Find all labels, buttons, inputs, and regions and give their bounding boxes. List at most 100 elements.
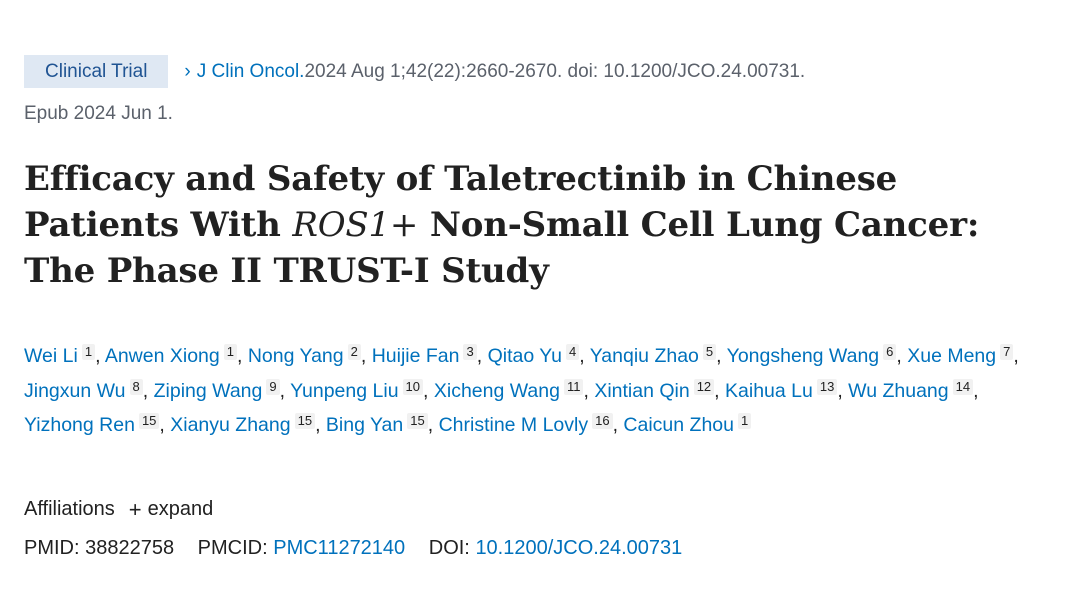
article-title: Efficacy and Safety of Taletrectinib in …: [24, 156, 1054, 294]
author-item: Wei Li 1,: [24, 344, 101, 367]
affiliation-number[interactable]: 1: [223, 344, 237, 360]
author-separator: ,: [1013, 345, 1019, 367]
author-link[interactable]: Caicun Zhou: [623, 414, 734, 436]
affiliation-number[interactable]: 1: [738, 413, 752, 429]
author-separator: ,: [95, 345, 101, 367]
author-item: Jingxun Wu 8,: [24, 378, 149, 402]
author-item: Kaihua Lu 13,: [725, 378, 843, 402]
author-link[interactable]: Bing Yan: [325, 414, 404, 436]
author-link[interactable]: Xicheng Wang: [433, 379, 560, 402]
identifier-line: PMID: 38822758 PMCID: PMC11272140 DOI: 1…: [24, 537, 682, 560]
affiliation-number[interactable]: 14: [952, 378, 974, 395]
author-link[interactable]: Qitao Yu: [487, 345, 563, 367]
author-link[interactable]: Kaihua Lu: [725, 379, 813, 402]
affiliation-number[interactable]: 5: [702, 344, 717, 360]
author-link[interactable]: Ziping Wang: [153, 379, 263, 402]
author-link[interactable]: Huijie Fan: [371, 345, 460, 367]
affiliation-number[interactable]: 7: [1000, 344, 1014, 360]
chevron-right-icon: ›: [184, 60, 191, 82]
author-link[interactable]: Xintian Qin: [594, 379, 690, 402]
author-separator: ,: [159, 414, 165, 436]
author-separator: ,: [279, 379, 286, 402]
journal-link[interactable]: J Clin Oncol.: [196, 60, 305, 82]
author-link[interactable]: Yizhong Ren: [24, 414, 135, 436]
affiliation-number[interactable]: 8: [129, 378, 143, 395]
author-link[interactable]: Wei Li: [24, 345, 78, 367]
author-link[interactable]: Xue Meng: [907, 345, 997, 367]
title-gene-italic: ROS1+: [292, 205, 419, 245]
author-separator: ,: [579, 345, 585, 367]
author-item: Xicheng Wang 11,: [433, 378, 589, 402]
author-item: Huijie Fan 3,: [371, 344, 483, 367]
author-link[interactable]: Christine M Lovly: [438, 414, 589, 436]
affiliation-number[interactable]: 4: [566, 344, 580, 360]
author-separator: ,: [896, 345, 902, 367]
affiliation-number[interactable]: 2: [347, 344, 361, 360]
pmid-label: PMID:: [24, 537, 80, 559]
author-item: Ziping Wang 9,: [153, 378, 286, 402]
author-item: Anwen Xiong 1,: [104, 344, 243, 367]
author-item: Xue Meng 7,: [907, 344, 1019, 367]
author-separator: ,: [423, 379, 429, 402]
author-item: Caicun Zhou 1: [623, 413, 752, 436]
epub-date: Epub 2024 Jun 1.: [24, 103, 173, 124]
author-link[interactable]: Yunpeng Liu: [290, 379, 399, 402]
author-list: Wei Li 1, Anwen Xiong 1, Nong Yang 2, Huiji…: [24, 339, 1064, 443]
affiliation-number[interactable]: 1: [81, 344, 96, 360]
author-item: Wu Zhuang 14,: [848, 378, 979, 402]
title-part-1: Efficacy and Safety of Taletrectinib in …: [24, 159, 898, 245]
affiliation-number[interactable]: 3: [463, 344, 477, 360]
affiliation-number[interactable]: 12: [693, 378, 715, 395]
author-item: Christine M Lovly 16,: [438, 413, 618, 436]
author-separator: ,: [360, 345, 367, 367]
author-link[interactable]: Jingxun Wu: [24, 379, 126, 402]
title-part-2: Non-Small Cell Lung Cancer: The Phase II…: [24, 205, 980, 291]
author-item: Nong Yang 2,: [247, 344, 367, 367]
author-separator: ,: [315, 414, 321, 436]
affiliation-number[interactable]: 9: [266, 378, 280, 395]
author-separator: ,: [476, 345, 483, 367]
author-separator: ,: [427, 414, 434, 436]
author-link[interactable]: Wu Zhuang: [848, 379, 949, 402]
author-item: Yizhong Ren 15,: [24, 413, 165, 436]
author-link[interactable]: Xianyu Zhang: [170, 414, 291, 436]
pmcid-label: PMCID:: [197, 537, 268, 559]
author-item: Xintian Qin 12,: [594, 378, 720, 402]
author-separator: ,: [583, 379, 589, 402]
author-item: Yanqiu Zhao 5,: [589, 344, 722, 367]
author-link[interactable]: Yanqiu Zhao: [589, 345, 699, 367]
author-separator: ,: [837, 379, 843, 402]
citation-line: Clinical Trial › J Clin Oncol. 2024 Aug …: [24, 55, 805, 88]
author-item: Xianyu Zhang 15,: [170, 413, 321, 436]
doi-label: DOI:: [428, 537, 470, 559]
doi-link[interactable]: 10.1200/JCO.24.00731: [475, 537, 683, 559]
affiliation-number[interactable]: 13: [816, 378, 838, 395]
affiliations-toggle[interactable]: Affiliations + expand: [24, 498, 213, 521]
affiliation-number[interactable]: 10: [402, 378, 424, 395]
affiliation-number[interactable]: 15: [138, 413, 160, 429]
expand-button[interactable]: expand: [147, 498, 214, 520]
affiliation-number[interactable]: 15: [294, 413, 316, 429]
affiliation-number[interactable]: 6: [883, 344, 897, 360]
author-separator: ,: [716, 345, 722, 367]
author-link[interactable]: Anwen Xiong: [104, 345, 220, 367]
author-separator: ,: [236, 345, 243, 367]
plus-icon[interactable]: +: [128, 496, 142, 522]
affiliations-label: Affiliations: [24, 498, 115, 520]
author-item: Qitao Yu 4,: [487, 344, 585, 367]
author-link[interactable]: Nong Yang: [247, 345, 344, 367]
pmid-value: 38822758: [85, 537, 175, 559]
author-separator: ,: [142, 379, 149, 402]
author-item: Yongsheng Wang 6,: [726, 344, 902, 367]
author-link[interactable]: Yongsheng Wang: [726, 345, 880, 367]
author-separator: ,: [714, 379, 720, 402]
publication-type-badge: Clinical Trial: [24, 55, 169, 88]
affiliation-number[interactable]: 16: [592, 413, 613, 429]
citation-details: 2024 Aug 1;42(22):2660-2670. doi: 10.120…: [304, 60, 806, 82]
affiliation-number[interactable]: 11: [563, 378, 584, 395]
affiliation-number[interactable]: 15: [407, 413, 428, 429]
author-separator: ,: [612, 414, 618, 436]
author-item: Yunpeng Liu 10,: [290, 378, 429, 402]
author-item: Bing Yan 15,: [325, 413, 434, 436]
pmcid-link[interactable]: PMC11272140: [273, 537, 406, 559]
